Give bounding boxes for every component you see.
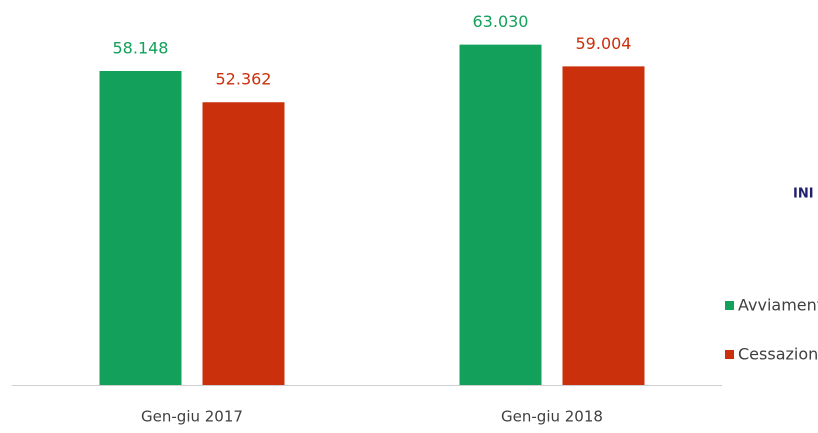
legend-swatch <box>725 350 734 359</box>
x-tick-label: Gen-giu 2017 <box>141 408 243 426</box>
legend-label: Avviamenti <box>738 296 818 315</box>
legend-label: Cessazioni <box>738 345 818 364</box>
data-label: 58.148 <box>113 39 169 58</box>
data-label: 63.030 <box>473 12 529 31</box>
annotation: INI <box>793 187 814 202</box>
bar <box>459 44 542 385</box>
data-label: 59.004 <box>576 34 632 53</box>
legend-swatch <box>725 301 734 310</box>
data-label: 52.362 <box>216 70 272 89</box>
x-tick-label: Gen-giu 2018 <box>501 408 603 426</box>
bar <box>562 66 645 385</box>
bar <box>99 71 182 386</box>
bar <box>202 102 285 385</box>
